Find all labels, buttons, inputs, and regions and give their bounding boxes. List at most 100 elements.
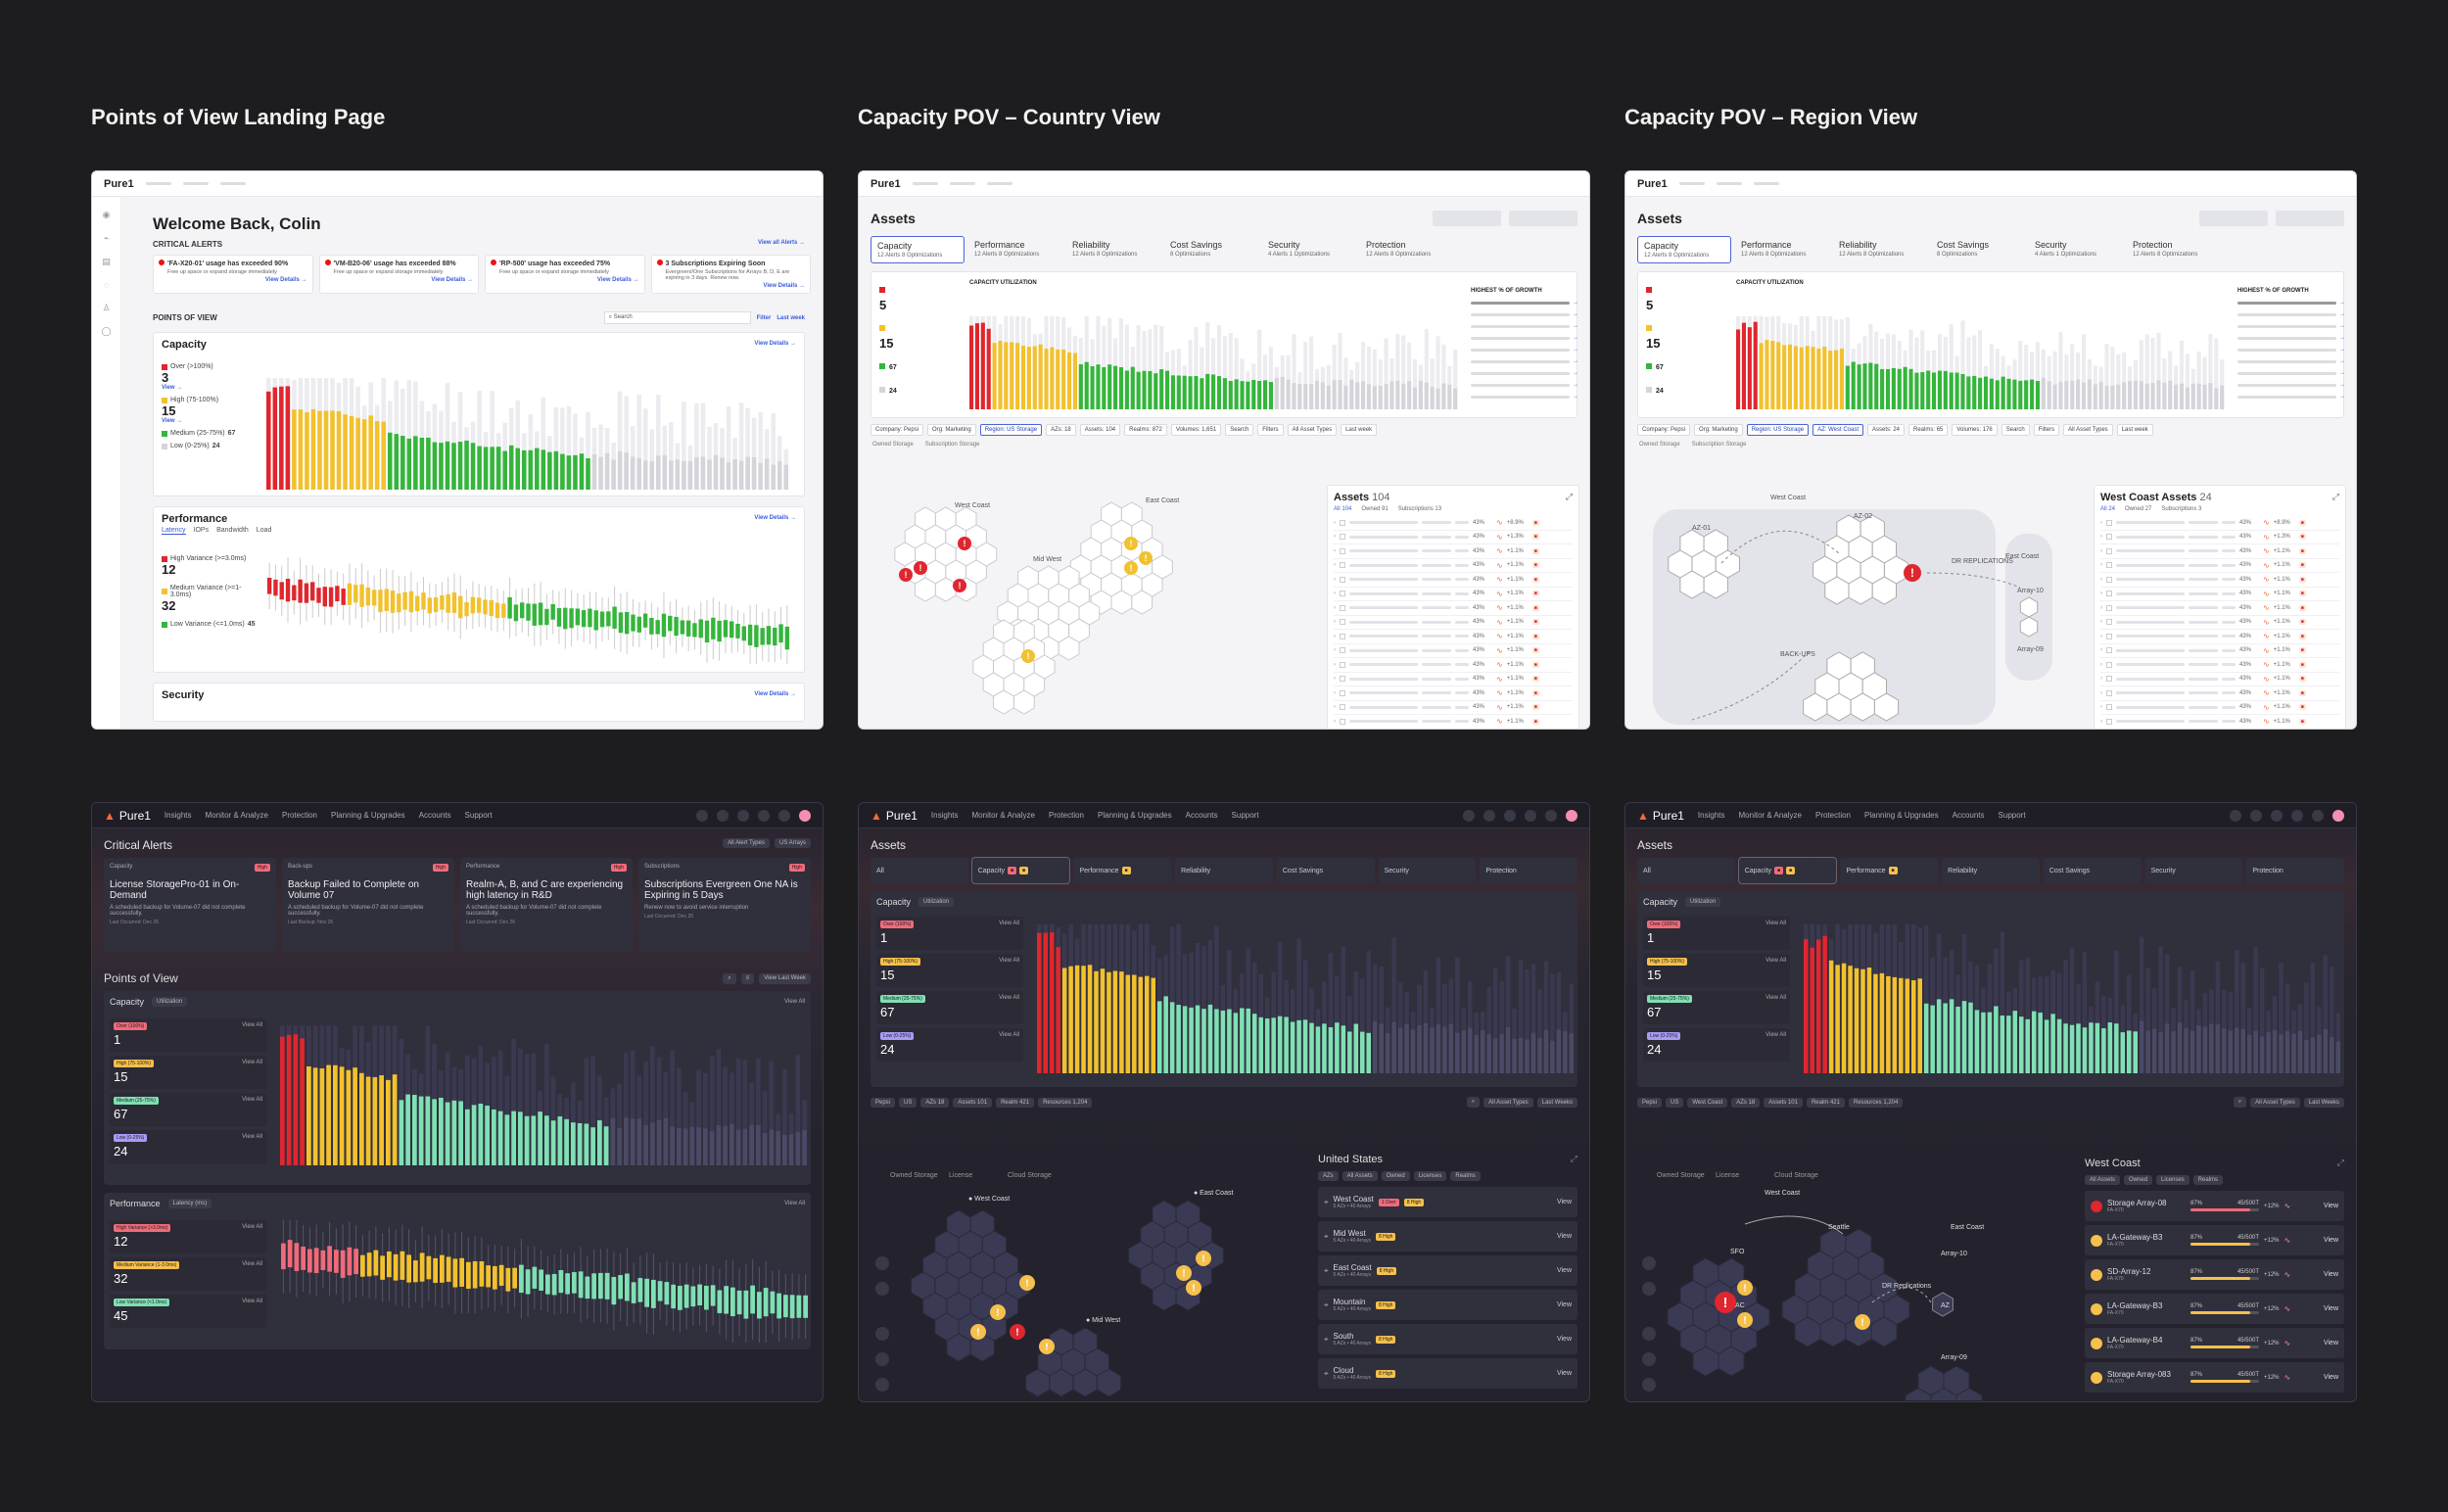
search-icon[interactable]: ⌕ xyxy=(1466,1097,1481,1108)
view-button[interactable]: View xyxy=(2323,1271,2338,1278)
capacity-bar[interactable] xyxy=(1543,1029,1549,1073)
capacity-bar[interactable] xyxy=(2279,1034,2283,1073)
variance-box[interactable] xyxy=(692,623,697,638)
capacity-bar[interactable] xyxy=(319,1068,325,1165)
capacity-bar[interactable] xyxy=(1401,383,1406,409)
capacity-bar[interactable] xyxy=(764,458,770,490)
view-button[interactable]: View xyxy=(2323,1340,2338,1347)
capacity-bar[interactable] xyxy=(400,436,405,490)
capacity-bar[interactable] xyxy=(2222,1028,2227,1073)
variance-box[interactable] xyxy=(359,584,364,607)
capacity-bar[interactable] xyxy=(524,1115,530,1165)
pov-tab[interactable]: Reliability 12 Alerts 8 Optimizations xyxy=(1833,236,1927,263)
variance-box[interactable] xyxy=(353,585,358,603)
capacity-bar[interactable] xyxy=(1385,1033,1390,1073)
capacity-bar[interactable] xyxy=(2150,382,2155,409)
capacity-bar[interactable] xyxy=(1873,973,1878,1073)
capacity-bar[interactable] xyxy=(597,1120,602,1165)
storage-toggle-option[interactable]: Owned Storage xyxy=(1639,442,1680,448)
asset-tab[interactable]: All 24 xyxy=(2100,506,2116,512)
asset-row[interactable]: › 43% ∿ +1.1% ■ xyxy=(1334,573,1573,588)
capacity-bar[interactable] xyxy=(1061,968,1067,1073)
asset-row[interactable]: › 43% ∿ +1.1% ■ xyxy=(2100,588,2339,601)
capacity-bar[interactable] xyxy=(336,410,342,490)
filter-chip[interactable]: Pepsi xyxy=(871,1097,896,1108)
asset-row[interactable]: › 43% ∿ +1.1% ■ xyxy=(1334,673,1573,686)
capacity-bar[interactable] xyxy=(1257,380,1262,409)
stat-view-link[interactable]: View All xyxy=(1765,1032,1786,1038)
capacity-bar[interactable] xyxy=(272,387,278,490)
capacity-bar[interactable] xyxy=(458,1101,463,1165)
asset-row[interactable]: › 43% ∿ +1.1% ■ xyxy=(2100,573,2339,588)
asset-row[interactable]: SD-Array-12 FA-X70 87% 45/500T +12% ∿ View xyxy=(2085,1259,2344,1290)
variance-box[interactable] xyxy=(717,1290,723,1313)
capacity-bar[interactable] xyxy=(451,443,456,490)
stat-view-link[interactable]: View All xyxy=(999,995,1019,1001)
filter-chip[interactable]: Pepsi xyxy=(1637,1097,1663,1108)
capacity-bar[interactable] xyxy=(1303,384,1308,409)
capacity-bar[interactable] xyxy=(497,1110,503,1165)
az-hex-map[interactable]: Owned Storage License Cloud Storage!!! !Wes… xyxy=(1637,1165,2068,1400)
capacity-bar[interactable] xyxy=(2310,1037,2316,1073)
pov-tab[interactable]: Security 4 Alerts 1 Optimizations xyxy=(2029,236,2123,263)
capacity-bar[interactable] xyxy=(2104,386,2109,409)
asset-tab[interactable]: Owned 91 xyxy=(1361,506,1389,512)
pov-tab[interactable]: Security 4 Alerts 1 Optimizations xyxy=(1262,236,1356,263)
capacity-bar[interactable] xyxy=(1879,972,1885,1073)
collapse-icon[interactable] xyxy=(875,1378,889,1392)
capacity-bar[interactable] xyxy=(298,409,304,490)
zoom-in-icon[interactable] xyxy=(1642,1256,1656,1270)
storage-option[interactable]: Cloud Storage xyxy=(1774,1172,1818,1179)
capacity-bar[interactable] xyxy=(1776,342,1781,409)
capacity-bar[interactable] xyxy=(1974,1010,1980,1073)
asset-row[interactable]: › 43% ∿ +1.3% ■ xyxy=(1334,531,1573,544)
capacity-bar[interactable] xyxy=(1834,350,1839,409)
variance-box[interactable] xyxy=(501,603,506,618)
capacity-bar[interactable] xyxy=(1805,346,1810,409)
alert-card[interactable]: 'VM-B20-06' usage has exceeded 88% Free u… xyxy=(318,255,479,294)
capacity-bar[interactable] xyxy=(1937,370,1942,409)
capacity-bar[interactable] xyxy=(2070,380,2075,409)
variance-box[interactable] xyxy=(704,620,710,643)
variance-box[interactable] xyxy=(685,620,691,637)
asset-tab[interactable]: Owned 27 xyxy=(2125,506,2152,512)
capacity-bar[interactable] xyxy=(346,1069,352,1165)
capacity-bar[interactable] xyxy=(1349,379,1354,409)
capacity-bar[interactable] xyxy=(1290,1021,1295,1073)
capacity-bar[interactable] xyxy=(528,449,534,490)
date-range-select[interactable]: Last Weeks xyxy=(2303,1097,2344,1108)
variance-box[interactable] xyxy=(513,604,519,622)
variance-box[interactable] xyxy=(287,1240,293,1268)
variance-box[interactable] xyxy=(281,1243,286,1270)
capacity-bar[interactable] xyxy=(1176,375,1181,409)
perf-tab[interactable]: Bandwidth xyxy=(216,527,249,534)
asset-row[interactable]: LA-Gateway-B3 FA-X70 87% 45/500T +12% ∿ View xyxy=(2085,1225,2344,1255)
filter-chip[interactable]: Search xyxy=(1225,424,1254,436)
variance-box[interactable] xyxy=(585,1276,590,1299)
capacity-bar[interactable] xyxy=(339,1066,345,1165)
view-button[interactable]: View xyxy=(1556,1233,1572,1240)
stat-view-link[interactable]: View All xyxy=(1765,995,1786,1001)
filter-chip[interactable]: Assets: 104 xyxy=(1079,424,1121,436)
row-checkbox[interactable] xyxy=(1340,647,1345,654)
capacity-bar[interactable] xyxy=(1518,1038,1524,1073)
stat-card[interactable]: Over (100%) View All 1 xyxy=(1643,917,1790,950)
capacity-bar[interactable] xyxy=(1148,370,1153,409)
filter-chip[interactable]: US xyxy=(899,1097,918,1108)
capacity-bar[interactable] xyxy=(2000,1016,2005,1073)
capacity-bar[interactable] xyxy=(425,1096,431,1165)
filter-chip[interactable]: Realm 421 xyxy=(996,1097,1035,1108)
capacity-bar[interactable] xyxy=(1862,363,1867,409)
variance-box[interactable] xyxy=(736,1290,742,1315)
capacity-bar[interactable] xyxy=(1138,976,1144,1073)
capacity-bar[interactable] xyxy=(1258,1016,1263,1073)
capacity-bar[interactable] xyxy=(1418,380,1423,409)
filter-chip[interactable]: Region: US Storage xyxy=(979,424,1043,436)
map-label[interactable]: West Coast xyxy=(1765,1190,1800,1197)
capacity-bar[interactable] xyxy=(2304,1039,2309,1073)
variance-box[interactable] xyxy=(710,1285,716,1306)
warning-marker[interactable] xyxy=(1737,1312,1753,1328)
capacity-bar[interactable] xyxy=(1142,370,1147,409)
capacity-bar[interactable] xyxy=(788,1134,794,1165)
